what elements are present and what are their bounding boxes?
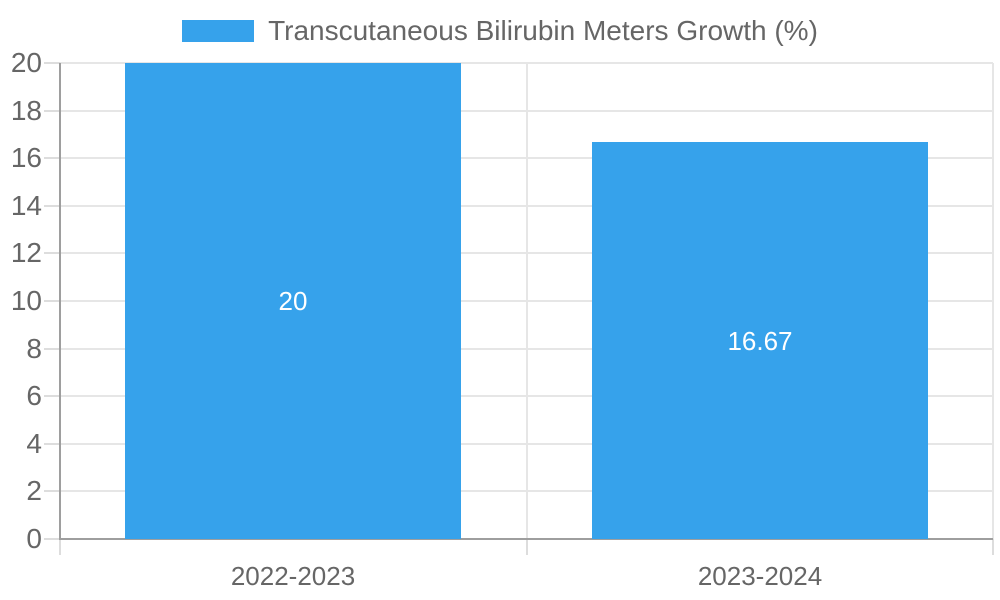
chart-legend[interactable]: Transcutaneous Bilirubin Meters Growth (… bbox=[0, 14, 1000, 48]
y-tick-label: 18 bbox=[10, 95, 42, 126]
y-tick-label: 6 bbox=[26, 380, 42, 411]
x-tick-mark bbox=[992, 539, 994, 555]
bar-value-label: 20 bbox=[278, 286, 308, 316]
y-tick-label: 14 bbox=[10, 190, 42, 221]
y-tick-mark bbox=[44, 300, 60, 302]
bar[interactable] bbox=[125, 63, 461, 539]
y-tick-label: 8 bbox=[26, 333, 42, 364]
x-axis-label: 2023-2024 bbox=[697, 561, 823, 591]
x-gridline bbox=[526, 63, 528, 539]
x-gridline bbox=[992, 63, 994, 539]
y-tick-label: 20 bbox=[10, 47, 42, 78]
y-tick-mark bbox=[44, 157, 60, 159]
y-tick-mark bbox=[44, 490, 60, 492]
y-tick-mark bbox=[44, 252, 60, 254]
y-tick-mark bbox=[44, 205, 60, 207]
y-tick-label: 2 bbox=[26, 475, 42, 506]
y-tick-label: 0 bbox=[26, 523, 42, 554]
y-tick-label: 16 bbox=[10, 142, 42, 173]
x-tick-mark bbox=[59, 539, 61, 555]
y-tick-mark bbox=[44, 443, 60, 445]
y-tick-mark bbox=[44, 395, 60, 397]
y-tick-label: 12 bbox=[10, 237, 42, 268]
y-tick-mark bbox=[44, 62, 60, 64]
x-tick-mark bbox=[526, 539, 528, 555]
y-tick-label: 4 bbox=[26, 428, 42, 459]
y-tick-mark bbox=[44, 538, 60, 540]
x-axis-line bbox=[59, 538, 993, 540]
y-tick-label: 10 bbox=[10, 285, 42, 316]
legend-swatch-icon bbox=[182, 20, 255, 42]
bar-value-label: 16.67 bbox=[727, 326, 793, 356]
y-axis-line bbox=[59, 63, 61, 539]
x-axis-label: 2022-2023 bbox=[230, 561, 356, 591]
bar[interactable] bbox=[592, 142, 928, 539]
legend-label: Transcutaneous Bilirubin Meters Growth (… bbox=[268, 15, 818, 46]
y-tick-mark bbox=[44, 110, 60, 112]
y-tick-mark bbox=[44, 348, 60, 350]
